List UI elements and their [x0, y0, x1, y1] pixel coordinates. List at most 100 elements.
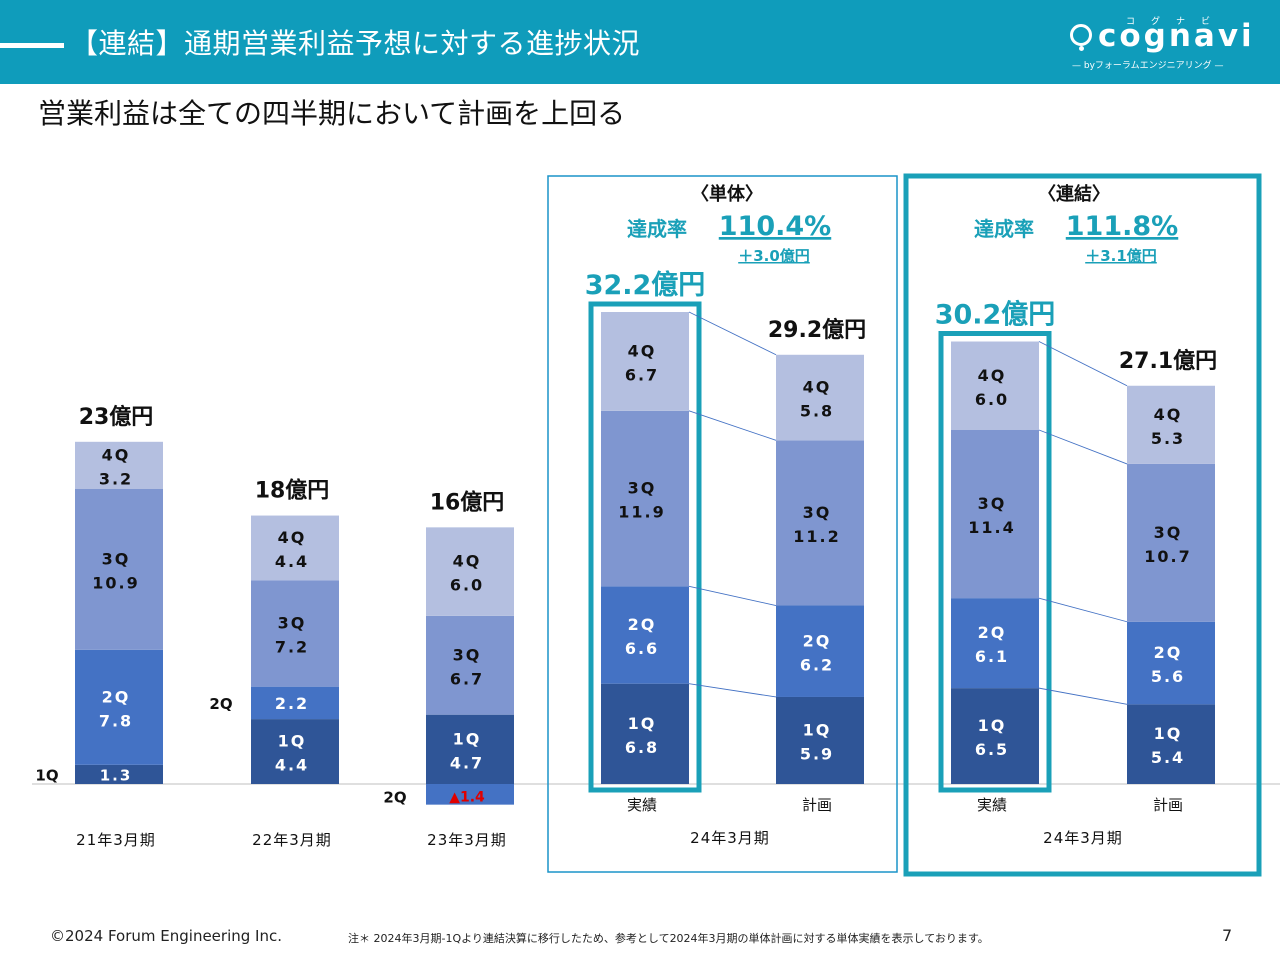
data-label: 6.8 [625, 738, 659, 757]
bar-segment-2q [75, 649, 163, 765]
quarter-label: 1Q [978, 716, 1007, 735]
bar-segment-2q [1127, 621, 1215, 705]
bar-segment-1q [951, 688, 1039, 784]
logo-kana: コグナビ [1126, 17, 1227, 27]
bar-segment-4q [1127, 385, 1215, 464]
period-label: 24年3月期 [1043, 829, 1123, 847]
data-label: 3.2 [99, 469, 133, 488]
data-label: 5.3 [1151, 429, 1185, 448]
data-label: 6.7 [625, 365, 659, 384]
quarter-label: 1Q [453, 729, 482, 748]
bar-total-label: 30.2億円 [935, 300, 1056, 331]
footnote: 注＊ 2024年3月期-1Qより連結決算に移行したため、参考として2024年3月… [348, 932, 989, 945]
bar-segment-3q [776, 440, 864, 606]
connector-line [688, 311, 777, 356]
bar-segment-4q [251, 515, 339, 581]
quarter-label: 3Q [803, 503, 832, 522]
data-label: 5.9 [800, 744, 834, 763]
bar-segment-3q [251, 580, 339, 687]
bar-segment-1q [426, 714, 514, 784]
achievement-diff: ＋3.0億円 [738, 247, 810, 265]
bar-segment-3q [1127, 463, 1215, 622]
bar-segment-4q [426, 527, 514, 616]
bar-total-label: 27.1億円 [1119, 348, 1217, 374]
connector-line [688, 585, 777, 606]
bar-segment-2q [426, 784, 514, 805]
quarter-label: 3Q [628, 479, 657, 498]
bar-total-label: 29.2億円 [768, 317, 866, 343]
data-label: 6.5 [975, 740, 1009, 759]
stacked-bar-chart: 〈単体〉達成率 110.4% ＋3.0億円 〈連結〉達成率 111.8% ＋3.1億円 1.… [32, 173, 1280, 877]
quarter-label: 2Q [628, 615, 657, 634]
data-label: 11.9 [618, 503, 665, 522]
data-label-negative: ▲1.4 [449, 790, 485, 806]
quarter-label: 1Q [803, 720, 832, 739]
logo-subtitle: — byフォーラムエンジニアリング — [1072, 61, 1224, 71]
logo-ring-icon [1070, 24, 1092, 51]
quarter-label: 3Q [1154, 523, 1183, 542]
data-label: 6.6 [625, 639, 659, 658]
data-label: 4.4 [275, 552, 309, 571]
page-title: 【連結】通期営業利益予想に対する進捗状況 [70, 27, 641, 60]
period-label: 24年3月期 [690, 829, 770, 847]
bar-segment-3q [426, 615, 514, 715]
period-label: 22年3月期 [252, 831, 332, 849]
quarter-label: 3Q [102, 549, 131, 568]
bar-segment-4q [776, 354, 864, 441]
bar-segment-1q [1127, 704, 1215, 784]
quarter-label: 4Q [803, 378, 832, 397]
bar-segment-4q [75, 441, 163, 489]
data-label: 4.4 [275, 756, 309, 775]
bar-segment-2q [776, 605, 864, 697]
bar-sub-label: 計画 [802, 796, 832, 814]
header-bar: 【連結】通期営業利益予想に対する進捗状況 コグナビ cognavi — byフォ… [0, 0, 1280, 84]
data-label: 10.7 [1144, 547, 1191, 566]
data-label: 1.3 [100, 766, 133, 784]
data-label: 6.0 [975, 390, 1009, 409]
quarter-label: 4Q [453, 552, 482, 571]
actual-highlight-frame [938, 331, 1052, 793]
bar-segment-3q [951, 430, 1039, 599]
connector-line [1038, 597, 1128, 623]
quarter-label: 2Q [102, 687, 131, 706]
data-label: 10.9 [92, 573, 139, 592]
bar-segment-2q [601, 586, 689, 684]
data-label: 11.2 [793, 527, 840, 546]
connector-line [688, 683, 777, 698]
achievement-rate-value: 111.8% [1066, 211, 1178, 242]
quarter-label: 2Q [209, 695, 232, 713]
quarter-label: 3Q [278, 614, 307, 633]
bar-segment-3q [75, 489, 163, 650]
data-label: 11.4 [968, 518, 1015, 537]
quarter-label: 4Q [1154, 405, 1183, 424]
period-label: 21年3月期 [76, 831, 156, 849]
quarter-label: 4Q [278, 528, 307, 547]
achievement-rate-label: 達成率 [974, 217, 1034, 241]
quarter-label: 1Q [1154, 724, 1183, 743]
group-title: 〈連結〉 [1038, 183, 1110, 205]
data-label: 7.2 [275, 638, 309, 657]
bar-sub-label: 実績 [627, 796, 657, 814]
data-label: 5.8 [800, 402, 834, 421]
quarter-label: 1Q [628, 714, 657, 733]
bar-total-label: 23億円 [79, 404, 154, 430]
data-label: 2.2 [275, 694, 309, 713]
bar-segment-1q [251, 719, 339, 784]
bar-segment-2q [251, 686, 339, 720]
actual-highlight-frame [588, 301, 702, 793]
group-frame-renketsu [903, 173, 1262, 877]
quarter-label: 4Q [102, 445, 131, 464]
bar-sub-label: 実績 [977, 796, 1007, 814]
header-accent-line [0, 43, 64, 48]
connector-line [688, 410, 777, 441]
quarter-label: 2Q [978, 623, 1007, 642]
copyright: ©2024 Forum Engineering Inc. [50, 927, 282, 945]
bar-segment-4q [951, 341, 1039, 430]
quarter-label: 1Q [35, 766, 58, 784]
quarter-label: 2Q [1154, 643, 1183, 662]
bar-total-label: 32.2億円 [585, 270, 706, 301]
group-frame-tantai [547, 175, 898, 873]
quarter-label: 3Q [978, 494, 1007, 513]
quarter-label: 4Q [628, 341, 657, 360]
cognavi-logo: コグナビ cognavi — byフォーラムエンジニアリング — [1068, 14, 1252, 74]
